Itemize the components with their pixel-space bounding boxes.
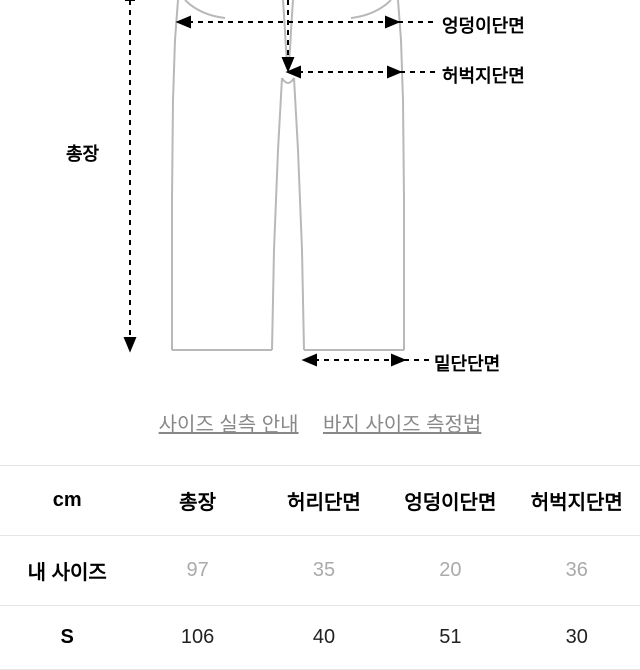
cell: 36 bbox=[514, 536, 640, 606]
th-waist: 허리단면 bbox=[261, 466, 387, 536]
size-table: cm 총장 허리단면 엉덩이단면 허벅지단면 내 사이즈 97 35 20 36… bbox=[0, 465, 640, 670]
label-length: 총장 bbox=[66, 140, 99, 166]
table-row: S 106 40 51 30 bbox=[0, 606, 640, 670]
row-label: 내 사이즈 bbox=[0, 536, 134, 606]
cell: 106 bbox=[134, 606, 260, 670]
size-guide-link[interactable]: 사이즈 실측 안내 bbox=[159, 414, 299, 436]
cell: 51 bbox=[387, 606, 513, 670]
th-thigh: 허벅지단면 bbox=[514, 466, 640, 536]
table-header-row: cm 총장 허리단면 엉덩이단면 허벅지단면 bbox=[0, 466, 640, 536]
cell: 40 bbox=[261, 606, 387, 670]
th-hip: 엉덩이단면 bbox=[387, 466, 513, 536]
table-row: 내 사이즈 97 35 20 36 bbox=[0, 536, 640, 606]
cell: 97 bbox=[134, 536, 260, 606]
label-hem: 밑단단면 bbox=[434, 350, 500, 376]
cell: 20 bbox=[387, 536, 513, 606]
label-hip: 엉덩이단면 bbox=[442, 12, 525, 38]
row-label: S bbox=[0, 606, 134, 670]
cell: 35 bbox=[261, 536, 387, 606]
th-unit: cm bbox=[0, 466, 134, 536]
links-row: 사이즈 실측 안내 바지 사이즈 측정법 bbox=[0, 408, 640, 437]
cell: 30 bbox=[514, 606, 640, 670]
measure-guide-link[interactable]: 바지 사이즈 측정법 bbox=[323, 414, 481, 436]
pants-diagram: 엉덩이단면 허벅지단면 총장 밑단단면 bbox=[0, 0, 640, 390]
th-length: 총장 bbox=[134, 466, 260, 536]
label-thigh: 허벅지단면 bbox=[442, 62, 525, 88]
